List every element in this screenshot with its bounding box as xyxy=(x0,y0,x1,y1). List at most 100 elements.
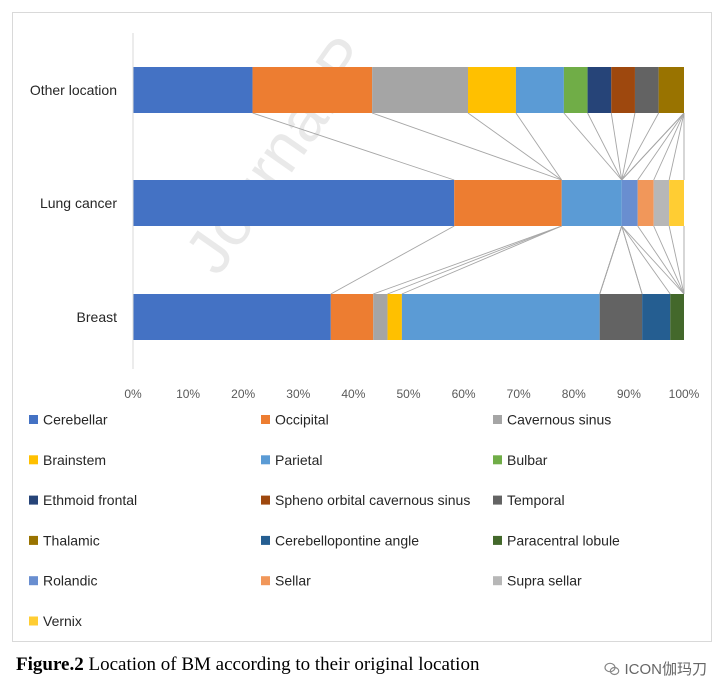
legend-item-temporal: Temporal xyxy=(493,492,565,508)
legend-swatch xyxy=(261,415,270,424)
figure-caption: Figure.2 Location of BM according to the… xyxy=(16,654,479,676)
legend-label: Paracentral lobule xyxy=(507,532,620,548)
legend-item-brainstem: Brainstem xyxy=(29,452,106,468)
series-line-cerebellar-1 xyxy=(330,225,455,295)
legend-item-ethmoid-frontal: Ethmoid frontal xyxy=(29,492,137,508)
legend-swatch xyxy=(493,576,502,586)
bar-lung-cancer-vernix xyxy=(669,180,684,226)
bar-breast-parietal xyxy=(401,294,600,340)
bar-lung-cancer-supra-sellar xyxy=(653,180,670,226)
series-line-cerebellopontine-angle-1 xyxy=(621,225,671,295)
x-tick-label: 0% xyxy=(124,387,142,401)
legend-item-rolandic: Rolandic xyxy=(29,573,97,589)
legend-swatch xyxy=(493,495,502,505)
bar-lung-cancer-parietal xyxy=(561,180,622,226)
figure-label: Figure.2 xyxy=(16,654,84,675)
legend-item-vernix: Vernix xyxy=(29,613,82,629)
x-tick-label: 10% xyxy=(176,387,200,401)
x-tick-labels: 0% 10% 20% 30% 40% 50% 60% 70% 80% 90% 100% xyxy=(124,387,699,401)
series-line-paracentral-lobule-0 xyxy=(621,112,685,181)
series-line-rolandic-0 xyxy=(637,112,685,181)
bar-lung-cancer-rolandic xyxy=(621,180,638,226)
series-line-rolandic-1 xyxy=(637,225,685,295)
legend-item-parietal: Parietal xyxy=(261,452,322,468)
x-tick-label: 40% xyxy=(341,387,365,401)
bar-other-location-thalamic xyxy=(658,67,684,113)
series-line-supra-sellar-1 xyxy=(668,225,685,295)
series-line-cavernous-sinus-0 xyxy=(467,112,562,181)
bar-breast-occipital xyxy=(330,294,374,340)
category-label-breast: Breast xyxy=(77,309,118,325)
bar-breast-cerebellopontine-angle xyxy=(642,294,671,340)
series-line-spheno-orbital-cavernous-sinus-0 xyxy=(621,112,636,181)
bar-breast-temporal xyxy=(599,294,643,340)
bar-other-location-temporal xyxy=(634,67,659,113)
legend-label: Cerebellar xyxy=(43,412,108,428)
series-line-temporal-0 xyxy=(621,112,660,181)
series-line-supra-sellar-0 xyxy=(668,112,685,181)
legend-swatch xyxy=(261,495,270,505)
legend-label: Rolandic xyxy=(43,573,97,589)
legend-label: Supra sellar xyxy=(507,573,582,589)
legend-item-sellar: Sellar xyxy=(261,573,311,589)
x-tick-label: 80% xyxy=(562,387,586,401)
bar-lung-cancer-cerebellar xyxy=(133,180,455,226)
x-tick-label: 30% xyxy=(286,387,310,401)
series-line-cerebellar-0 xyxy=(252,112,455,181)
legend-item-supra-sellar: Supra sellar xyxy=(493,573,582,589)
x-tick-label: 70% xyxy=(507,387,531,401)
legend-label: Sellar xyxy=(275,573,311,589)
legend-item-occipital: Occipital xyxy=(261,412,329,428)
series-line-sellar-1 xyxy=(653,225,685,295)
series-line-brainstem-1 xyxy=(401,225,562,295)
bar-breast-cavernous-sinus xyxy=(373,294,388,340)
series-line-occipital-1 xyxy=(373,225,562,295)
legend-swatch xyxy=(29,576,38,586)
x-tick-label: 100% xyxy=(669,387,700,401)
bar-breast-brainstem xyxy=(387,294,402,340)
legend-item-cerebellopontine-angle: Cerebellopontine angle xyxy=(261,532,419,548)
bars xyxy=(133,67,684,340)
stacked-bar-chart: Journal P Other location Lung cancer Breas… xyxy=(29,23,700,629)
bar-lung-cancer-occipital xyxy=(454,180,562,226)
legend-label: Temporal xyxy=(507,492,565,508)
bar-other-location-parietal xyxy=(515,67,564,113)
series-line-thalamic-1 xyxy=(621,225,643,295)
legend-label: Ethmoid frontal xyxy=(43,492,137,508)
brand-watermark: ICON伽玛刀 xyxy=(604,658,707,679)
series-line-occipital-0 xyxy=(371,112,562,181)
chart-frame: Journal P Other location Lung cancer Breas… xyxy=(12,12,712,642)
legend-swatch xyxy=(493,535,502,545)
legend-label: Spheno orbital cavernous sinus xyxy=(275,492,470,508)
legend-swatch xyxy=(29,415,38,424)
legend-item-cavernous-sinus: Cavernous sinus xyxy=(493,412,611,428)
wechat-icon xyxy=(604,662,620,675)
legend-label: Brainstem xyxy=(43,452,106,468)
legend-item-cerebellar: Cerebellar xyxy=(29,412,108,428)
legend-swatch xyxy=(261,455,270,465)
x-tick-label: 20% xyxy=(231,387,255,401)
legend-label: Parietal xyxy=(275,452,322,468)
x-tick-label: 50% xyxy=(396,387,420,401)
legend-swatch xyxy=(493,415,502,424)
legend-swatch xyxy=(29,535,38,545)
bar-other-location-cavernous-sinus xyxy=(372,67,468,113)
legend-swatch xyxy=(261,576,270,586)
bar-other-location-cerebellar xyxy=(133,67,253,113)
legend-item-paracentral-lobule: Paracentral lobule xyxy=(493,532,620,548)
category-label-lung-cancer: Lung cancer xyxy=(40,195,117,211)
bar-other-location-occipital xyxy=(252,67,373,113)
legend-item-bulbar: Bulbar xyxy=(493,452,548,468)
legend-label: Vernix xyxy=(43,613,82,629)
x-tick-label: 90% xyxy=(617,387,641,401)
category-label-other-location: Other location xyxy=(30,82,117,98)
legend-swatch xyxy=(29,495,38,505)
legend-item-thalamic: Thalamic xyxy=(29,532,100,548)
legend-label: Occipital xyxy=(275,412,329,428)
series-lines xyxy=(252,112,685,295)
bar-other-location-spheno-orbital-cavernous-sinus xyxy=(611,67,635,113)
category-labels: Other location Lung cancer Breast xyxy=(30,82,118,325)
legend-swatch xyxy=(261,535,270,545)
series-line-parietal-0 xyxy=(563,112,623,181)
brand-text: ICON伽玛刀 xyxy=(624,661,707,678)
